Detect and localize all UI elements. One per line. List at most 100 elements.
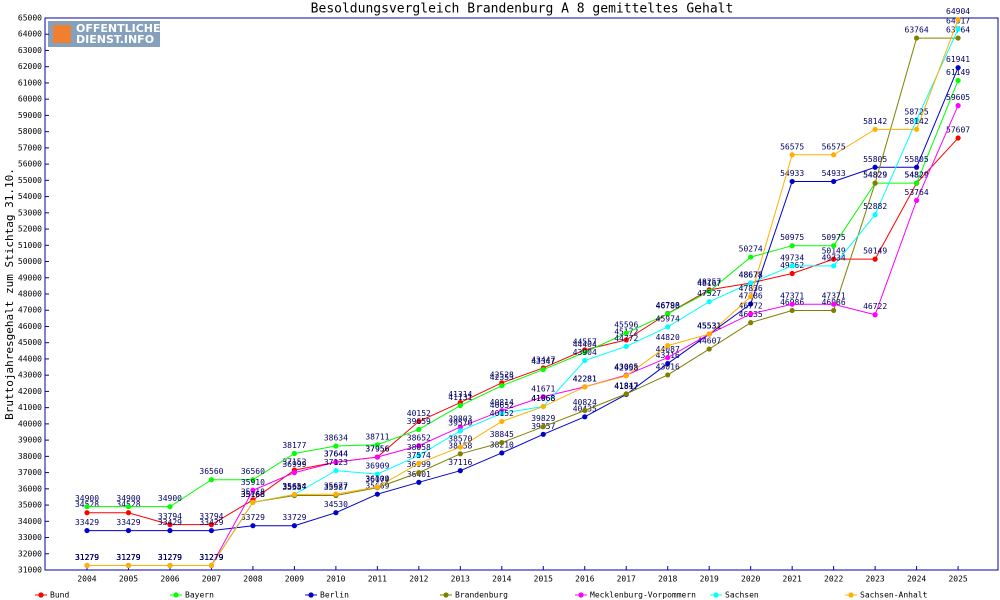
point [748,280,754,286]
data-label: 33729 [282,513,306,522]
data-label: 36109 [365,475,389,484]
data-label: 50149 [863,247,887,256]
point [416,479,422,485]
y-tick-label: 43000 [18,371,42,380]
legend-label: Sachsen [725,591,759,600]
point [706,346,712,352]
point [789,270,795,277]
legend-label: Bund [50,591,69,600]
y-tick-label: 42000 [18,387,42,396]
point [665,360,671,367]
data-label: 37152 [282,458,306,467]
point [457,428,463,434]
data-label: 31279 [75,553,99,562]
data-label: 54829 [863,171,887,180]
point [665,354,671,361]
point [831,256,837,262]
data-label: 58142 [863,117,887,126]
data-label: 43016 [656,362,680,371]
data-label: 42281 [573,374,597,383]
y-tick-label: 33000 [18,533,42,542]
point [540,403,546,410]
point [84,510,90,516]
legend-marker [443,592,449,598]
point [582,407,588,414]
point [333,510,339,516]
data-label: 33429 [158,518,182,527]
point [665,372,671,378]
data-label: 39829 [531,414,555,423]
watermark-icon [53,25,71,43]
point [167,504,173,510]
data-label: 31279 [199,553,223,562]
x-tick-label: 2013 [451,575,470,584]
data-label: 37116 [448,458,472,467]
point [955,65,961,71]
data-label: 44607 [697,337,721,346]
point [955,35,961,41]
point [540,394,546,400]
data-label: 35168 [241,490,265,499]
data-label: 37574 [407,451,431,460]
data-label: 57607 [946,126,970,135]
point [955,16,961,23]
x-tick-label: 2022 [824,575,843,584]
data-label: 34530 [324,500,348,509]
data-label: 31279 [158,553,182,562]
data-label: 48257 [697,277,721,286]
x-tick-label: 2008 [243,575,262,584]
point [955,26,961,32]
point [333,491,339,497]
point [872,164,878,170]
point [706,299,712,305]
data-label: 45531 [697,322,721,331]
data-label: 54933 [780,169,804,178]
point [291,450,297,457]
point [125,510,132,516]
point [831,301,837,307]
point [540,431,546,437]
x-tick-label: 2015 [534,575,553,584]
point [623,330,629,336]
data-label: 40824 [573,398,597,407]
data-label: 37123 [324,458,348,467]
point [914,117,920,123]
data-label: 31279 [199,553,223,562]
x-tick-label: 2020 [741,575,760,584]
data-label: 36909 [365,462,389,471]
data-label: 35654 [282,482,306,491]
data-label: 43347 [531,357,555,366]
point [499,418,505,425]
data-label: 34900 [75,494,99,503]
point [540,366,546,373]
y-tick-label: 37000 [18,468,42,477]
data-label: 31279 [75,553,99,562]
data-label: 31279 [199,553,223,562]
y-tick-label: 55000 [18,176,42,185]
data-label: 33429 [116,518,140,527]
legend-marker [848,592,854,598]
data-label: 31279 [116,553,140,562]
data-label: 45596 [614,321,638,330]
y-tick-label: 51000 [18,241,42,250]
point [499,410,505,416]
data-label: 34900 [116,494,140,503]
y-tick-label: 50000 [18,257,42,266]
series-line [87,80,959,508]
data-label: 36074 [365,475,389,484]
y-tick-label: 58000 [18,127,42,136]
point [208,522,215,528]
data-label: 33429 [199,518,223,527]
data-label: 31279 [158,553,182,562]
data-label: 55805 [905,155,929,164]
point [167,527,173,534]
point [582,349,588,355]
watermark: DIENST.INFO [76,33,154,46]
point [416,426,422,433]
data-label: 54829 [863,171,887,180]
data-label: 42353 [490,373,514,382]
data-label: 45531 [697,322,721,331]
data-label: 58725 [905,107,929,116]
data-label: 55805 [863,155,887,164]
x-tick-label: 2004 [77,575,96,584]
